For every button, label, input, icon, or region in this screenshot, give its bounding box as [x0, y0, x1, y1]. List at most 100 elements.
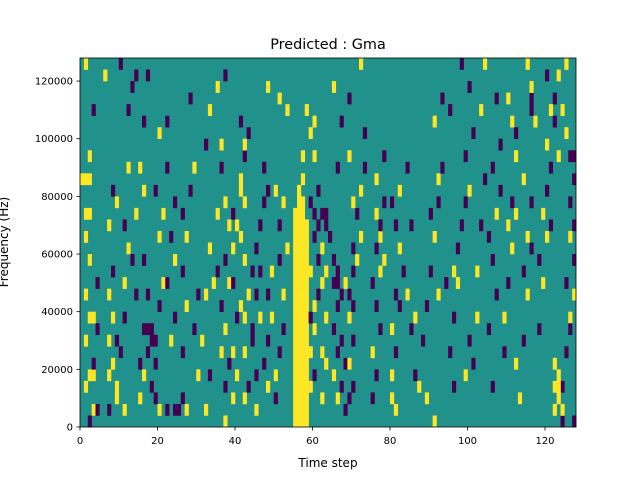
heatmap-cell [483, 173, 488, 186]
y-axis-label: Frequency (Hz) [0, 197, 11, 288]
heatmap-cell [293, 207, 306, 220]
heatmap-cell [293, 323, 309, 336]
heatmap-cell [254, 288, 259, 301]
heatmap-cell [331, 81, 337, 93]
heatmap-cell [297, 184, 302, 197]
heatmap-cell [568, 311, 573, 324]
x-tick-label: 0 [77, 436, 83, 447]
heatmap-cell [138, 357, 143, 370]
heatmap-cell [273, 369, 278, 382]
heatmap-cell [184, 403, 189, 416]
heatmap-cell [169, 334, 174, 347]
heatmap-cell [142, 184, 147, 197]
heatmap-cell [324, 311, 329, 324]
heatmap-cell [231, 242, 236, 255]
heatmap-cell [246, 127, 251, 140]
heatmap-cell [564, 277, 569, 289]
heatmap-cell [204, 403, 209, 416]
heatmap-cell [111, 265, 116, 278]
heatmap-cell [560, 415, 565, 428]
heatmap-cell [320, 207, 329, 220]
heatmap-cell [227, 277, 232, 289]
heatmap-cell [324, 357, 329, 370]
heatmap-cell [293, 288, 309, 301]
heatmap-cell [83, 380, 89, 393]
heatmap-cell [293, 265, 309, 278]
heatmap-cell [506, 219, 511, 232]
heatmap-cell [114, 392, 120, 405]
x-tick-label: 80 [384, 436, 397, 447]
heatmap-cell [390, 392, 395, 405]
heatmap-cell [145, 288, 151, 301]
heatmap-cell [444, 277, 449, 289]
heatmap-cell [409, 219, 414, 232]
heatmap-cell [475, 265, 480, 278]
heatmap-cell [293, 369, 309, 382]
heatmap-cell [347, 392, 352, 405]
heatmap-cell [300, 173, 306, 186]
heatmap-cell [514, 127, 519, 140]
heatmap-cell [293, 300, 309, 312]
heatmap-cell [374, 242, 379, 255]
heatmap-cell [502, 346, 507, 359]
heatmap-cell [510, 115, 515, 128]
heatmap-cell [331, 254, 337, 266]
heatmap-cell [537, 323, 542, 336]
heatmap-cell [215, 207, 220, 220]
heatmap-cell [506, 92, 511, 105]
heatmap-cell [475, 311, 480, 324]
heatmap-cell [397, 300, 402, 312]
y-tick-label: 20000 [41, 365, 73, 376]
heatmap-cell [258, 219, 263, 232]
heatmap-cell [157, 403, 162, 416]
heatmap-cell [277, 254, 282, 266]
heatmap-cell [359, 58, 364, 70]
heatmap-cell [455, 277, 461, 289]
heatmap-cell [448, 104, 453, 116]
x-tick-label: 120 [535, 436, 554, 447]
heatmap-cell [107, 334, 112, 347]
heatmap-cell [440, 92, 445, 105]
heatmap-cell [145, 346, 151, 359]
heatmap-cell [80, 173, 92, 186]
heatmap-cell [335, 300, 340, 312]
heatmap-cell [339, 334, 344, 347]
heatmap-cell [432, 415, 437, 428]
heatmap-cell [378, 323, 383, 336]
heatmap-cell [545, 230, 550, 243]
heatmap-cell [343, 277, 348, 289]
heatmap-cell [436, 196, 441, 209]
heatmap-cell [277, 219, 282, 232]
heatmap-cell [459, 58, 464, 70]
heatmap-cell [293, 230, 309, 243]
heatmap-cell [91, 104, 96, 116]
heatmap-cell [548, 161, 554, 174]
heatmap-cell [382, 254, 387, 266]
heatmap-cell [242, 138, 247, 151]
heatmap-cell [514, 150, 519, 163]
heatmap-cell [238, 230, 244, 243]
heatmap-cell [188, 92, 193, 105]
heatmap-cell [223, 69, 228, 82]
heatmap-cell [149, 334, 158, 347]
heatmap-cell [382, 196, 387, 209]
heatmap-cell [266, 184, 271, 197]
heatmap-cell [223, 415, 228, 428]
heatmap-cell [355, 207, 360, 220]
heatmap-cell [572, 254, 577, 266]
heatmap-cell [510, 242, 515, 255]
heatmap-cell [262, 357, 267, 370]
heatmap-cell [572, 415, 577, 428]
heatmap-cell [494, 92, 499, 105]
heatmap-cell [362, 161, 368, 174]
heatmap-cell [541, 207, 546, 220]
heatmap-cell [180, 207, 185, 220]
plot-frame [79, 57, 577, 428]
heatmap-cell [359, 230, 364, 243]
heatmap-cell [293, 219, 309, 232]
heatmap-cell [568, 150, 577, 163]
heatmap-cell [231, 392, 236, 405]
heatmap-cell [397, 242, 402, 255]
heatmap-cell [556, 69, 561, 82]
heatmap-cell [242, 346, 247, 359]
